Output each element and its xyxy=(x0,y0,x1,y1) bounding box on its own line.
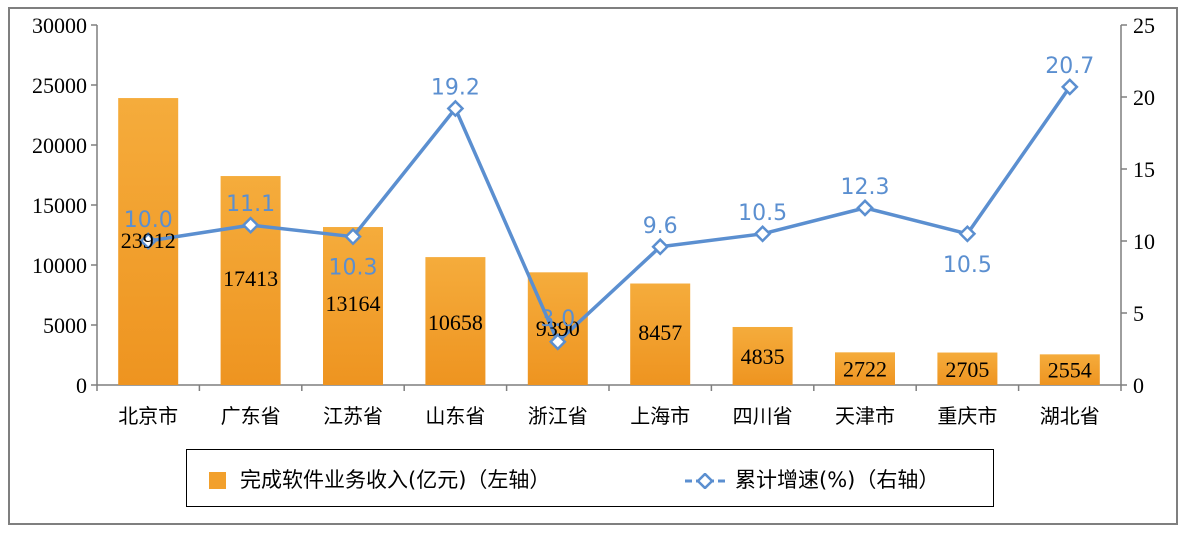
right-axis-tick-label: 25 xyxy=(1133,13,1155,38)
category-label: 山东省 xyxy=(425,404,485,428)
right-axis-tick-label: 0 xyxy=(1133,373,1144,398)
left-axis-tick-label: 10000 xyxy=(32,253,87,278)
left-axis-tick-label: 5000 xyxy=(43,313,87,338)
category-label: 上海市 xyxy=(630,404,690,428)
bar xyxy=(937,352,998,385)
category-label: 广东省 xyxy=(221,404,281,428)
left-axis-tick-label: 0 xyxy=(76,373,87,398)
legend-label-line: 累计增速(%)（右轴） xyxy=(735,468,940,492)
bar-value-label: 2705 xyxy=(945,357,989,382)
category-label: 浙江省 xyxy=(528,404,588,428)
line-value-label: 19.2 xyxy=(431,76,480,101)
bar-value-label: 13164 xyxy=(326,291,381,316)
bar xyxy=(630,283,691,385)
bar xyxy=(323,227,383,385)
bar-value-label: 17413 xyxy=(223,266,278,291)
growth-line xyxy=(147,85,1072,344)
category-label: 江苏省 xyxy=(323,404,383,428)
bar xyxy=(425,257,486,385)
bar-value-label: 2722 xyxy=(843,357,887,382)
bar xyxy=(732,326,793,385)
legend-item-bars: 完成软件业务收入(亿元)（左轴） xyxy=(209,464,550,494)
bar-value-label: 10658 xyxy=(428,310,483,335)
line-value-label: 10.3 xyxy=(329,256,378,281)
line-value-label: 3.0 xyxy=(540,307,575,332)
line-value-label: 10.5 xyxy=(943,253,992,278)
legend-item-line: 累计增速(%)（右轴） xyxy=(685,464,939,494)
growth-point xyxy=(446,99,465,118)
growth-point xyxy=(548,332,567,351)
growth-point xyxy=(958,224,977,243)
legend-swatch-bars xyxy=(209,472,226,489)
category-label: 北京市 xyxy=(118,404,178,428)
category-label: 湖北省 xyxy=(1040,404,1100,428)
line-value-label: 11.1 xyxy=(226,192,275,217)
left-axis-tick-label: 25000 xyxy=(32,73,87,98)
bar-value-label: 9390 xyxy=(536,316,580,341)
line-value-label: 10.5 xyxy=(738,201,787,226)
legend-label-bars: 完成软件业务收入(亿元)（左轴） xyxy=(240,468,551,492)
line-value-label: 12.3 xyxy=(841,175,890,200)
growth-point xyxy=(139,232,158,250)
bar xyxy=(835,352,895,385)
growth-point xyxy=(1060,78,1079,96)
line-value-label: 9.6 xyxy=(643,214,678,239)
category-label: 重庆市 xyxy=(937,404,997,428)
legend: 完成软件业务收入(亿元)（左轴） 累计增速(%)（右轴） xyxy=(186,449,994,507)
bar xyxy=(1039,354,1100,385)
legend-marker-line xyxy=(685,473,725,489)
bar xyxy=(527,272,588,385)
line-value-label: 10.0 xyxy=(124,208,173,233)
bar-value-label: 8457 xyxy=(638,320,682,345)
chart-frame xyxy=(8,7,1178,525)
left-axis-tick-label: 20000 xyxy=(32,133,87,158)
bar xyxy=(220,176,281,385)
right-axis-tick-label: 15 xyxy=(1133,157,1155,182)
bar-value-label: 2554 xyxy=(1048,358,1092,383)
right-axis-tick-label: 5 xyxy=(1133,301,1144,326)
right-axis-tick-label: 20 xyxy=(1133,85,1155,110)
growth-point xyxy=(753,224,772,243)
growth-point xyxy=(344,227,362,246)
growth-point xyxy=(856,199,874,217)
category-label: 天津市 xyxy=(835,404,895,428)
line-value-label: 20.7 xyxy=(1045,54,1094,79)
growth-point xyxy=(241,216,260,234)
category-label: 四川省 xyxy=(733,404,793,428)
left-axis-tick-label: 15000 xyxy=(32,193,87,218)
growth-point xyxy=(651,237,670,256)
right-axis-tick-label: 10 xyxy=(1133,229,1155,254)
bar-value-label: 23912 xyxy=(121,228,176,253)
left-axis-tick-label: 30000 xyxy=(32,13,87,38)
bar-value-label: 4835 xyxy=(741,344,785,369)
